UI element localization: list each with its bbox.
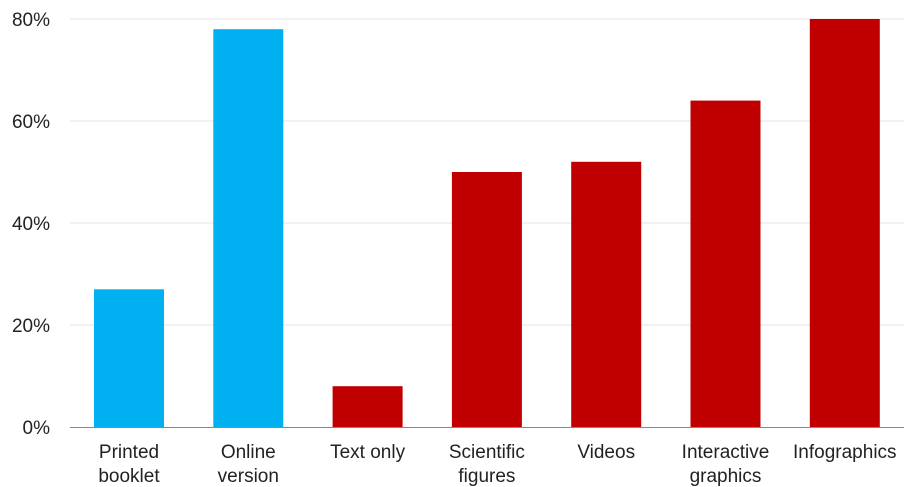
y-tick-label: 0% (23, 418, 51, 439)
bar (213, 29, 284, 427)
x-category-label: Text only (330, 442, 405, 463)
bars (94, 19, 880, 428)
x-category-label: Printed booklet (98, 442, 160, 487)
x-category-label: Videos (577, 442, 635, 463)
bar (809, 19, 880, 427)
x-category-label: Infographics (793, 442, 897, 463)
x-category-label: Interactive graphics (682, 442, 770, 487)
x-axis-category-labels: Printed booklet Online version Text only Scie… (98, 442, 896, 487)
bar (451, 172, 522, 427)
y-axis-tick-labels: 0% 20% 40% 60% 80% (12, 10, 50, 439)
bar (690, 100, 761, 427)
y-tick-label: 40% (12, 214, 50, 235)
y-tick-label: 60% (12, 112, 50, 133)
y-tick-label: 80% (12, 10, 50, 31)
x-category-label: Scientific figures (449, 442, 525, 487)
bar (571, 161, 642, 428)
bar (332, 386, 403, 427)
y-tick-label: 20% (12, 316, 50, 337)
x-category-label: Online version (218, 442, 279, 487)
bar (94, 289, 164, 427)
